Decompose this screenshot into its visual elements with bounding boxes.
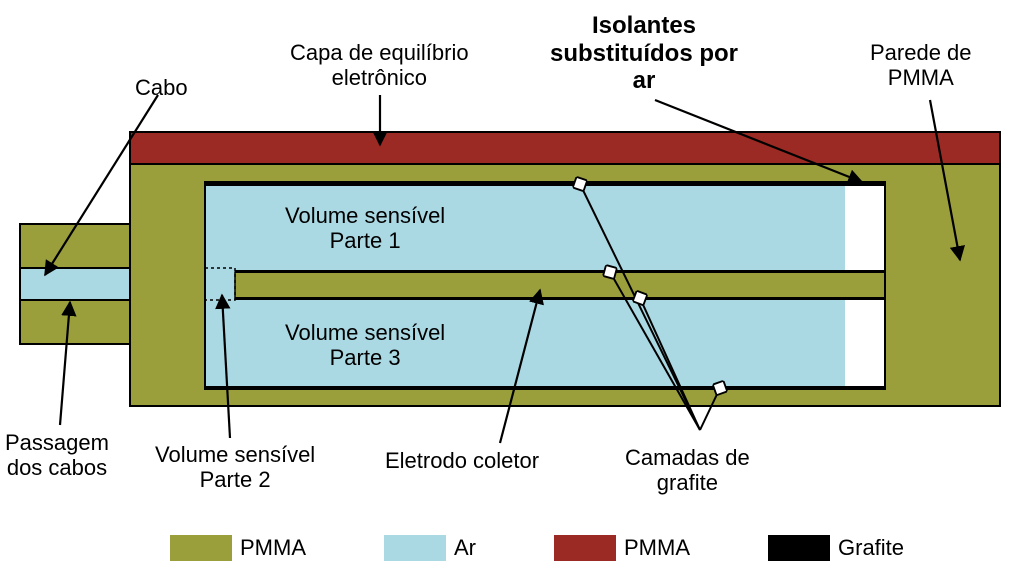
legend-swatch — [170, 535, 232, 561]
label-vol2: Volume sensível Parte 2 — [155, 442, 315, 493]
legend-item: PMMA — [554, 535, 690, 561]
legend-swatch — [554, 535, 616, 561]
label-vol1: Volume sensível Parte 1 — [285, 203, 445, 254]
label-isolantes: Isolantes substituídos por ar — [550, 12, 738, 95]
label-parede: Parede de PMMA — [870, 40, 972, 91]
legend-item: Ar — [384, 535, 476, 561]
label-camadas: Camadas de grafite — [625, 445, 750, 496]
label-capa: Capa de equilíbrio eletrônico — [290, 40, 469, 91]
label-vol3: Volume sensível Parte 3 — [285, 320, 445, 371]
legend-label: Grafite — [838, 535, 904, 561]
legend-label: PMMA — [624, 535, 690, 561]
legend-label: Ar — [454, 535, 476, 561]
legend-label: PMMA — [240, 535, 306, 561]
legend-swatch — [768, 535, 830, 561]
legend-item: PMMA — [170, 535, 306, 561]
legend: PMMA Ar PMMA Grafite — [170, 535, 982, 561]
label-cabo: Cabo — [135, 75, 188, 100]
legend-swatch — [384, 535, 446, 561]
label-passagem: Passagem dos cabos — [5, 430, 109, 481]
label-eletrodo: Eletrodo coletor — [385, 448, 539, 473]
legend-item: Grafite — [768, 535, 904, 561]
